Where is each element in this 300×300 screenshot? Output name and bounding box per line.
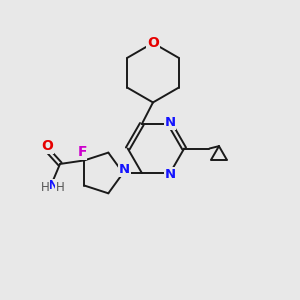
Text: O: O <box>41 139 53 153</box>
Text: O: O <box>147 36 159 50</box>
Text: H: H <box>41 181 50 194</box>
Text: H: H <box>56 181 64 194</box>
Text: N: N <box>48 179 59 192</box>
Text: N: N <box>164 168 175 181</box>
Text: N: N <box>164 116 175 129</box>
Text: N: N <box>119 163 130 176</box>
Text: F: F <box>77 145 87 159</box>
